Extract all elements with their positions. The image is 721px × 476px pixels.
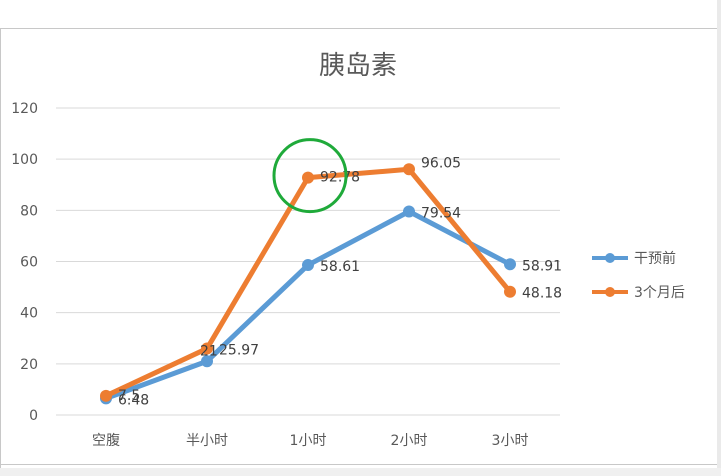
y-tick-label: 100 [11,152,38,168]
legend-swatch-marker [605,253,615,263]
chart-border-bottom [0,464,721,465]
y-tick-label: 120 [11,101,38,117]
data-point[interactable] [504,258,516,271]
data-point[interactable] [302,171,314,184]
data-label: 92.78 [320,170,360,186]
chart-border-top [0,28,721,29]
y-tick-label: 60 [20,255,38,271]
x-tick-label: 空腹 [92,432,120,449]
data-labels: 6.48 21 58.61 79.54 58.91 7.5 25.97 92.78 96.05 4… [118,155,562,408]
y-axis-ticks: 0 20 40 60 80 100 120 [11,101,38,424]
data-label: 58.61 [320,259,360,275]
data-point[interactable] [100,389,112,402]
legend-label: 3个月后 [634,285,685,301]
data-label: 58.91 [522,258,562,274]
y-tick-label: 80 [20,203,38,219]
chart-title: 胰岛素 [319,51,397,81]
data-point[interactable] [403,163,415,176]
annotation-group [272,138,348,214]
data-label: 79.54 [421,206,461,222]
series-group [100,163,516,405]
x-tick-label: 1小时 [290,433,327,449]
y-tick-label: 40 [20,306,38,322]
data-label: 7.5 [118,388,140,404]
data-label: 21 [200,343,218,359]
x-axis-ticks: 空腹 半小时 1小时 2小时 3小时 [92,432,528,449]
window-edge-strip [717,0,721,476]
chart-border-left [0,28,1,476]
series-line-1[interactable] [103,166,513,399]
data-label: 96.05 [421,155,461,171]
window-bottom-strip [0,468,721,476]
x-tick-label: 3小时 [492,433,529,449]
data-point[interactable] [201,355,213,368]
data-label: 6.48 [118,392,149,408]
y-tick-label: 0 [29,408,38,424]
highlight-circle [272,138,348,214]
data-label: 48.18 [522,286,562,302]
y-tick-label: 20 [20,357,38,373]
legend-swatch-marker [605,287,615,297]
data-point[interactable] [504,285,516,298]
data-point[interactable] [302,259,314,272]
x-tick-label: 半小时 [186,433,228,449]
data-point[interactable] [201,342,213,355]
legend-label: 干预前 [634,250,676,267]
legend[interactable]: 干预前 3个月后 [592,250,685,301]
data-label: 25.97 [219,343,259,359]
x-tick-label: 2小时 [391,433,428,449]
series-line-0[interactable] [103,209,513,401]
data-point[interactable] [403,205,415,218]
